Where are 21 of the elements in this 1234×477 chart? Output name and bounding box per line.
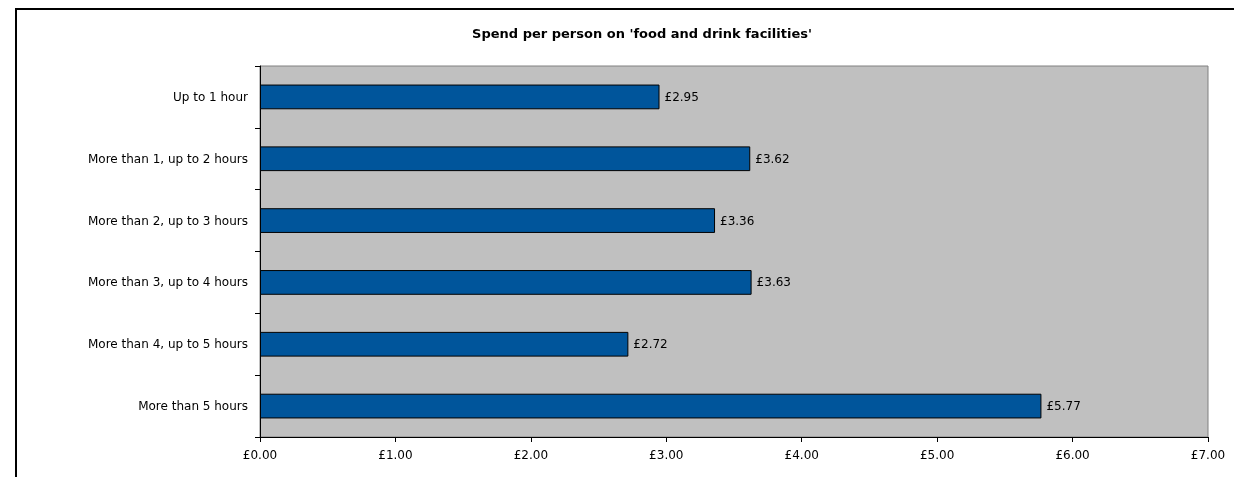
x-tick-label: £5.00	[919, 448, 955, 462]
data-label: £2.95	[664, 89, 699, 104]
y-tick-label: More than 2, up to 3 hours	[88, 213, 248, 228]
data-label: £3.63	[756, 275, 791, 290]
y-tick-label: More than 5 hours	[138, 399, 248, 414]
x-tick-label: £7.00	[1190, 448, 1226, 462]
y-tick-label: Up to 1 hour	[172, 89, 249, 104]
y-tick-label: More than 3, up to 4 hours	[88, 275, 248, 290]
data-label: £2.72	[633, 337, 668, 352]
x-tick-label: £6.00	[1055, 448, 1090, 462]
data-label: £3.36	[720, 213, 755, 228]
y-tick-label: More than 1, up to 2 hours	[88, 151, 248, 166]
x-tick-label: £1.00	[378, 448, 413, 462]
x-tick-label: £2.00	[513, 448, 549, 462]
chart-title: Spend per person on 'food and drink facilities'	[472, 26, 812, 41]
y-tick-label: More than 4, up to 5 hours	[88, 337, 248, 352]
x-tick-label: £3.00	[649, 448, 684, 462]
data-label: £3.62	[755, 151, 790, 166]
data-label: £5.77	[1046, 399, 1081, 414]
x-tick-label: £4.00	[784, 448, 819, 462]
x-tick-label: £0.00	[242, 448, 278, 462]
